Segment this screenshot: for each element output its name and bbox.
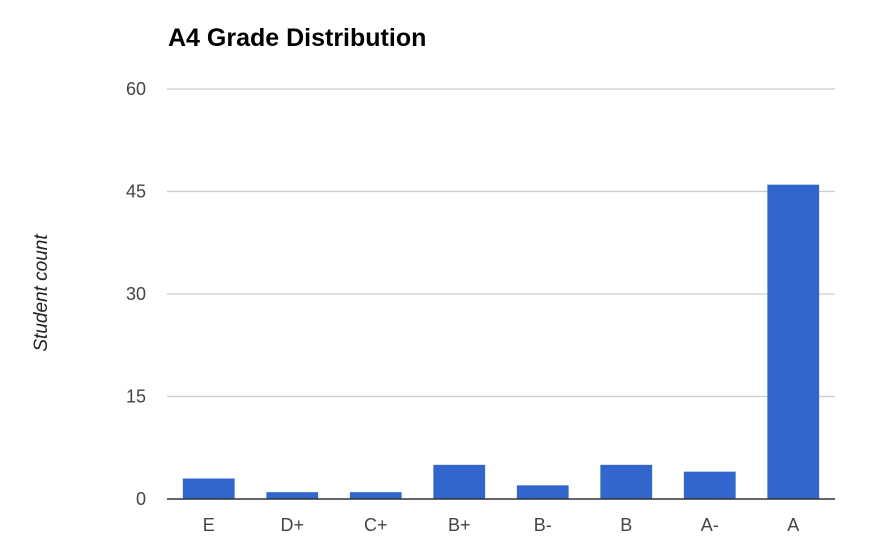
bar-c-plus bbox=[349, 492, 402, 499]
bar-a-minus bbox=[683, 471, 736, 499]
x-tick-label: D+ bbox=[280, 515, 304, 535]
bar-e bbox=[182, 478, 235, 499]
bar-d-plus bbox=[266, 492, 319, 499]
y-tick-label: 30 bbox=[126, 284, 146, 304]
bar-b bbox=[600, 464, 653, 499]
x-tick-label: B- bbox=[534, 515, 552, 535]
bar-b-plus bbox=[433, 464, 486, 499]
y-tick-label: 45 bbox=[126, 182, 146, 202]
x-tick-label: A- bbox=[701, 515, 719, 535]
chart-title: A4 Grade Distribution bbox=[168, 24, 427, 52]
y-tick-label: 0 bbox=[136, 489, 146, 509]
x-tick-label: A bbox=[787, 515, 799, 535]
x-tick-label: E bbox=[203, 515, 215, 535]
bar-a bbox=[767, 184, 820, 499]
x-tick-label: B bbox=[620, 515, 632, 535]
bar-b-minus bbox=[516, 485, 569, 499]
x-tick-label: C+ bbox=[364, 515, 388, 535]
x-tick-label: B+ bbox=[448, 515, 471, 535]
y-tick-label: 60 bbox=[126, 79, 146, 99]
y-tick-label: 15 bbox=[126, 387, 146, 407]
